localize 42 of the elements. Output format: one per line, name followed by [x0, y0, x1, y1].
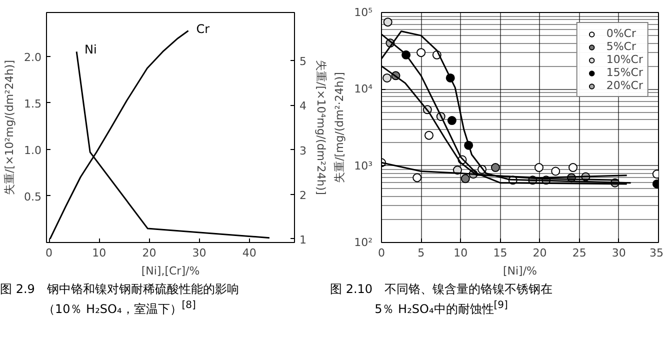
legend-label: 5%Cr	[606, 40, 636, 53]
y-tick-label: 1.0	[24, 144, 42, 157]
y-tick-label: 1.5	[24, 97, 42, 110]
series-label: Cr	[196, 22, 210, 36]
x-tick-label: 20	[532, 246, 547, 260]
text: 图 2.9 钢中铬和镍对钢耐稀硫酸性能的影响	[0, 281, 239, 298]
x-tick-label: 15	[493, 246, 508, 260]
x-tick-label: 25	[572, 246, 586, 260]
x-tick-label: 20	[142, 246, 156, 260]
y2-tick-label: 4	[300, 100, 306, 113]
legend-label: 20%Cr	[606, 79, 643, 92]
y-tick-label: 2.0	[24, 50, 42, 64]
y-tick-label: 10²	[354, 236, 373, 249]
text: 图 2.10 不同铬、镍含量的铬镍不锈钢在	[330, 281, 553, 298]
x-axis-title: [Ni],[Cr]/%	[141, 264, 200, 278]
text: 5％ H₂SO₄中的耐蚀性$^{[9]}$	[374, 299, 509, 318]
y2-tick-label: 3	[300, 144, 306, 158]
y2-axis-title: 失重/[×10⁴mg/(dm²24h)]	[314, 60, 328, 195]
y-tick-label: 0.5	[24, 190, 42, 204]
x-tick-label: 10	[92, 246, 106, 260]
text: （10％ H₂SO₄，室温下）$^{[8]}$	[42, 299, 197, 318]
x-tick-label: 30	[612, 246, 626, 260]
y-axis-title: 失重/[mg/(dm²·24h)]	[333, 72, 346, 183]
legend-label: 0%Cr	[606, 27, 636, 40]
y-tick-label: 10⁵	[354, 6, 373, 19]
x-tick-label: 0	[46, 246, 53, 260]
x-tick-label: 5	[418, 246, 425, 260]
legend-label: 10%Cr	[606, 53, 643, 66]
y2-tick-label: 2	[300, 188, 306, 202]
x-tick-label: 10	[454, 246, 468, 260]
x-tick-label: 40	[242, 246, 256, 260]
x-axis-title: [Ni]/%	[502, 264, 538, 278]
series-label: Ni	[84, 42, 97, 57]
x-tick-label: 35	[650, 246, 663, 260]
y-tick-label: 10⁴	[354, 82, 374, 96]
y2-tick-label: 1	[300, 233, 306, 246]
y-tick-label: 10³	[354, 159, 373, 172]
x-tick-label: 0	[378, 246, 385, 260]
y-axis-title: 失重/[×10²mg/(dm²24h)]	[3, 60, 16, 195]
x-tick-label: 30	[192, 246, 206, 260]
legend-label: 15%Cr	[606, 66, 643, 79]
y2-tick-label: 5	[300, 55, 306, 68]
